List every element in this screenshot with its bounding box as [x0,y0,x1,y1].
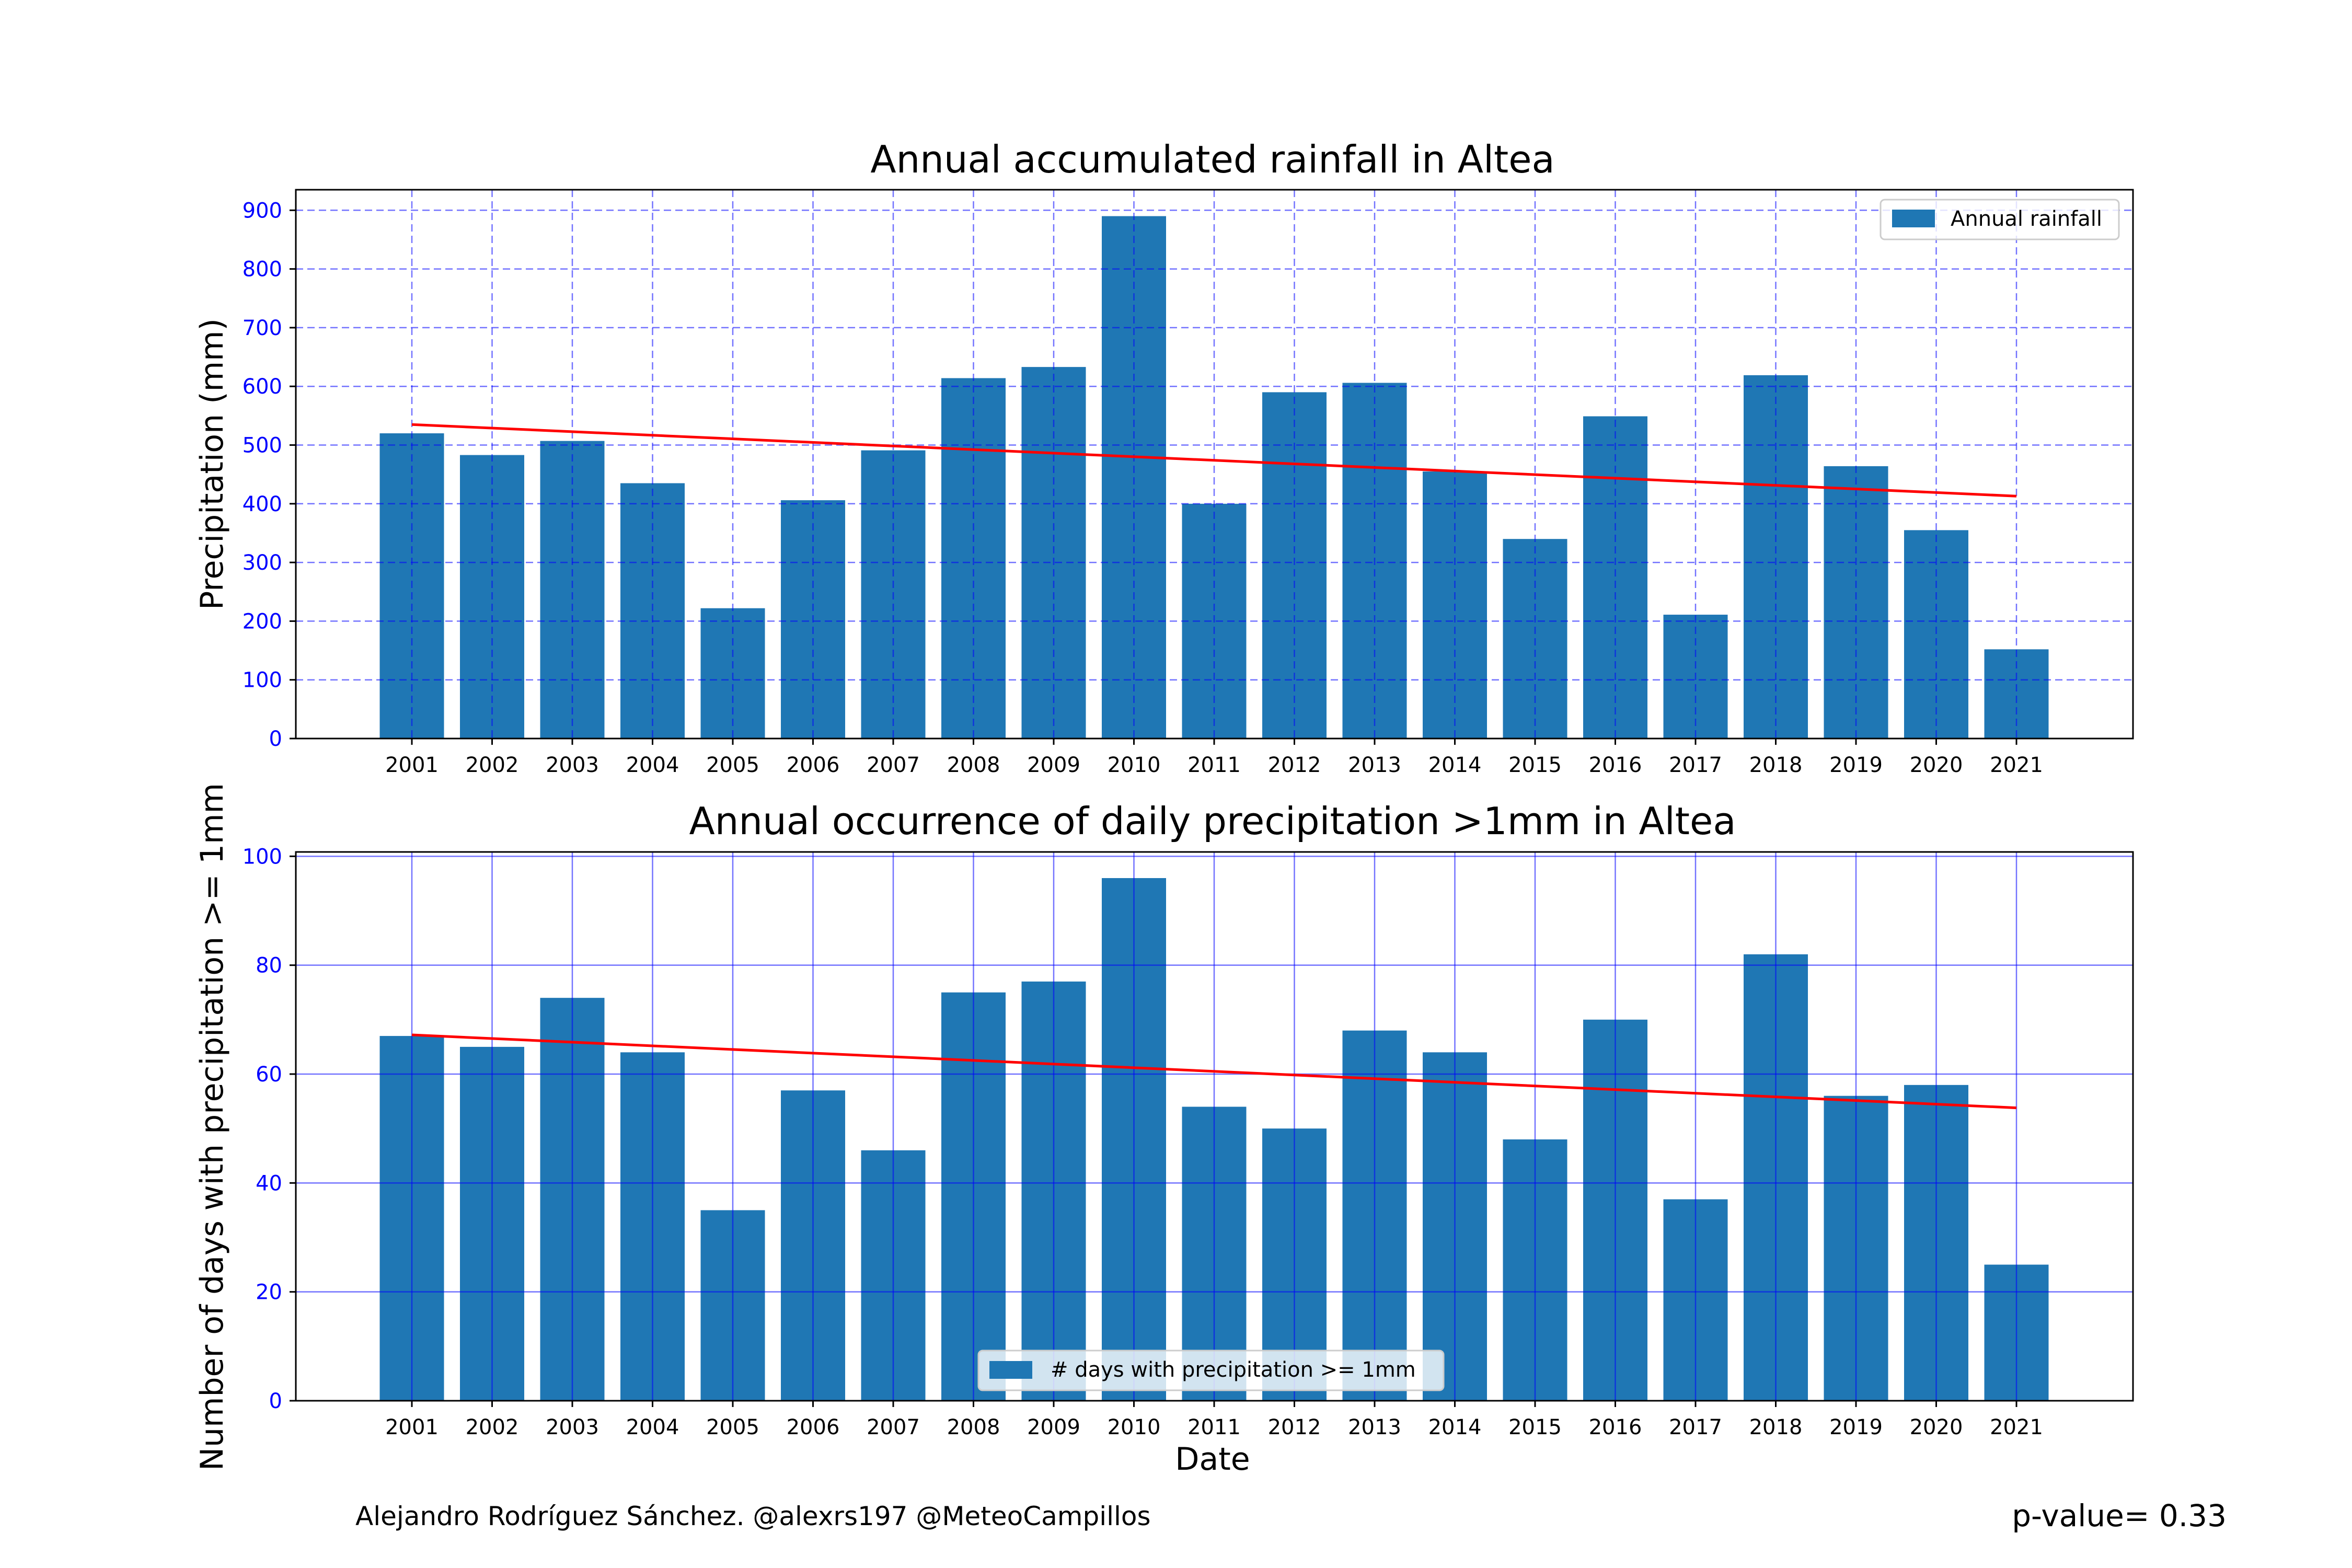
days-xtick-label: 2019 [1829,1415,1883,1439]
rainfall-xtick-label: 2007 [867,753,920,777]
rainfall-ytick-label: 700 [243,316,282,340]
p-value-label: p-value= 0.33 [2012,1498,2227,1534]
rainfall-ytick-label: 0 [269,727,282,751]
days-xtick-label: 2016 [1589,1415,1642,1439]
days-xtick-label: 2004 [626,1415,679,1439]
days-legend: # days with precipitation >= 1mm [977,1350,1445,1391]
rainfall-legend-swatch [1892,210,1935,227]
rainfall-xtick-label: 2001 [385,753,439,777]
rainfall-xtick-label: 2004 [626,753,679,777]
days-chart: Annual occurrence of daily precipitation… [194,783,2134,1478]
rainfall-xtick-label: 2010 [1108,753,1161,777]
days-trend-line [411,1033,2017,1110]
days-chart-ylabel: Number of days with precipitation >= 1mm [194,783,230,1471]
days-xtick-label: 2003 [546,1415,599,1439]
rainfall-chart-title: Annual accumulated rainfall in Altea [870,137,1554,181]
rainfall-xtick-label: 2002 [466,753,519,777]
rainfall-chart-frame [295,189,2134,740]
days-legend-label: # days with precipitation >= 1mm [1051,1358,1416,1382]
days-xtick-label: 2013 [1348,1415,1401,1439]
days-ytick-label: 20 [256,1281,282,1305]
rainfall-xtick-label: 2013 [1348,753,1401,777]
days-ytick-label: 60 [256,1063,282,1087]
days-xtick-label: 2002 [466,1415,519,1439]
rainfall-xtick-label: 2021 [1990,753,2043,777]
days-xtick-label: 2008 [947,1415,1000,1439]
rainfall-xtick-label: 2014 [1428,753,1482,777]
days-xtick-label: 2017 [1669,1415,1722,1439]
rainfall-legend-label: Annual rainfall [1951,207,2102,231]
rainfall-xtick-label: 2018 [1749,753,1803,777]
days-xtick-label: 2006 [787,1415,840,1439]
days-ytick-label: 80 [256,954,282,978]
rainfall-xtick-label: 2020 [1910,753,1963,777]
rainfall-xtick-label: 2005 [706,753,759,777]
rainfall-ytick-label: 500 [243,434,282,458]
days-xtick-label: 2015 [1508,1415,1562,1439]
days-chart-xlabel: Date [1175,1441,1250,1478]
rainfall-bar-2018 [1744,375,1808,739]
rainfall-legend-box [1880,199,2120,240]
rainfall-chart-ylabel: Precipitation (mm) [194,318,230,610]
rainfall-xtick-label: 2019 [1829,753,1883,777]
days-ytick-label: 0 [269,1389,282,1413]
rainfall-ytick-label: 900 [243,199,282,223]
rainfall-ytick-label: 200 [243,609,282,633]
rainfall-xtick-label: 2008 [947,753,1000,777]
days-ytick-label: 100 [243,845,282,869]
rainfall-xtick-label: 2015 [1508,753,1562,777]
rainfall-ytick-label: 300 [243,551,282,575]
days-chart-title: Annual occurrence of daily precipitation… [689,799,1736,843]
author-credit: Alejandro Rodríguez Sánchez. @alexrs197 … [355,1501,1151,1531]
rainfall-xtick-label: 2016 [1589,753,1642,777]
rainfall-xtick-label: 2011 [1187,753,1241,777]
rainfall-ytick-label: 100 [243,668,282,693]
days-chart-frame [295,851,2134,1402]
days-xtick-label: 2014 [1428,1415,1482,1439]
days-xtick-label: 2001 [385,1415,439,1439]
days-xtick-label: 2010 [1108,1415,1161,1439]
days-legend-swatch [989,1361,1032,1379]
rainfall-xtick-label: 2009 [1027,753,1080,777]
rainfall-xtick-label: 2003 [546,753,599,777]
rainfall-xtick-label: 2017 [1669,753,1722,777]
days-xtick-label: 2011 [1187,1415,1241,1439]
days-legend-box [977,1350,1445,1391]
rainfall-ytick-label: 600 [243,375,282,399]
days-ytick-label: 40 [256,1171,282,1195]
rainfall-bar-2003 [540,441,605,739]
rainfall-xtick-label: 2012 [1268,753,1321,777]
rainfall-ytick-label: 800 [243,258,282,282]
rainfall-trend-line [411,423,2017,498]
days-xtick-label: 2007 [867,1415,920,1439]
days-xtick-label: 2012 [1268,1415,1321,1439]
days-xtick-label: 2018 [1749,1415,1803,1439]
rainfall-bar-2019 [1824,466,1888,739]
rainfall-chart: Annual accumulated rainfall in Altea Pre… [194,137,2134,777]
days-xtick-label: 2005 [706,1415,759,1439]
days-xtick-label: 2021 [1990,1415,2043,1439]
rainfall-xtick-label: 2006 [787,753,840,777]
rainfall-ytick-label: 400 [243,492,282,516]
days-xtick-label: 2009 [1027,1415,1080,1439]
days-xtick-label: 2020 [1910,1415,1963,1439]
rainfall-legend: Annual rainfall [1880,199,2120,240]
